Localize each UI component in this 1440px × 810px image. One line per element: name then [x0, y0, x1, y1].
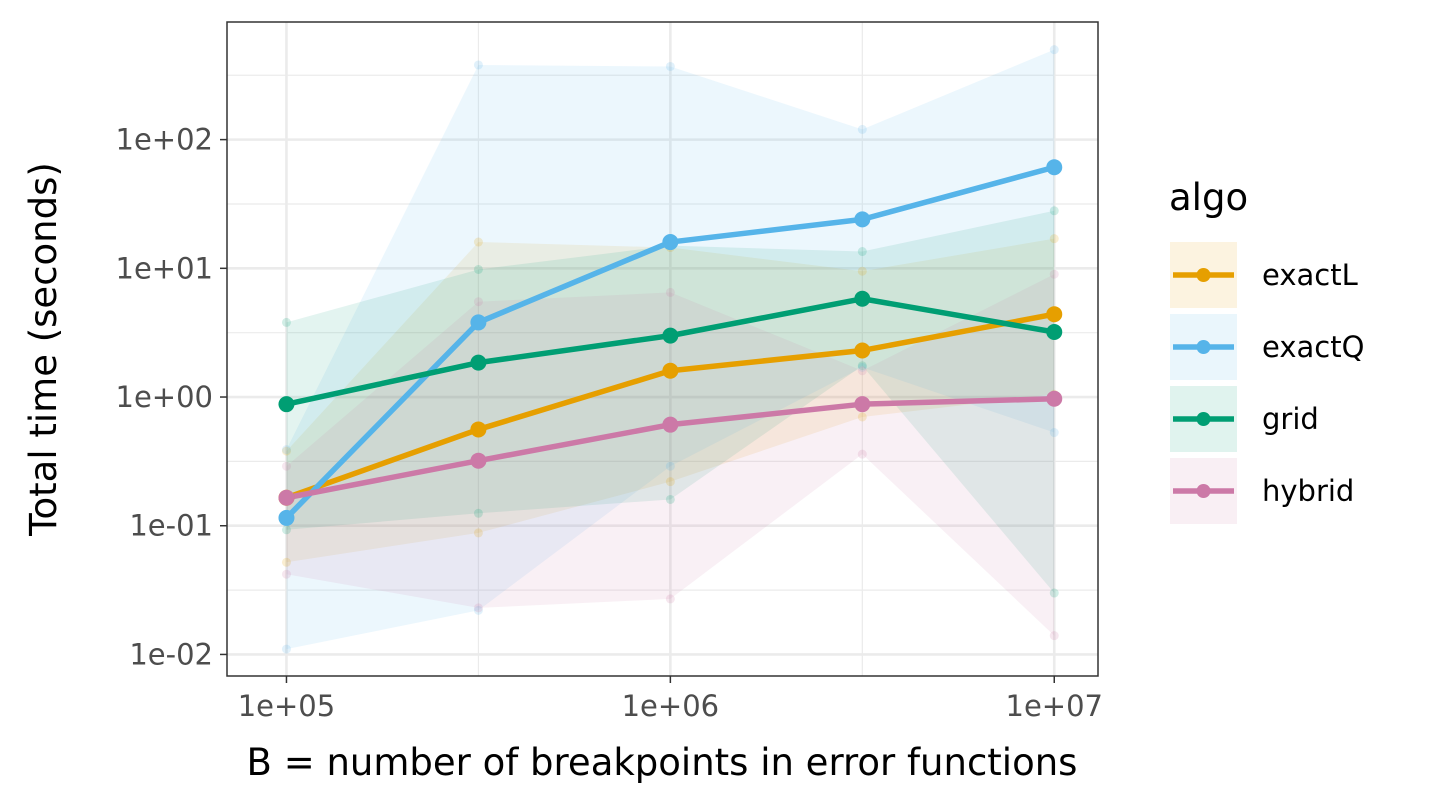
point-hybrid	[278, 489, 295, 506]
point-exactL	[662, 362, 679, 379]
band-point-exactL	[473, 528, 483, 538]
grid-lines	[227, 22, 1098, 676]
band-point-hybrid	[1049, 269, 1059, 279]
band-point-exactQ	[665, 461, 675, 471]
point-grid	[662, 327, 679, 344]
band-point-exactQ	[857, 124, 867, 134]
point-exactL	[1046, 306, 1063, 323]
point-grid	[278, 396, 295, 413]
y-tick-label: 1e+00	[116, 380, 214, 414]
point-exactQ	[470, 314, 487, 331]
y-tick-label: 1e+01	[116, 251, 214, 285]
band-point-grid	[665, 494, 675, 504]
band-point-exactQ	[857, 362, 867, 372]
point-hybrid	[470, 452, 487, 469]
band-point-exactQ	[473, 60, 483, 70]
band-point-exactL	[665, 477, 675, 487]
band-point-grid	[857, 247, 867, 257]
x-tick-label: 1e+07	[1006, 689, 1104, 723]
band-exactQ	[286, 49, 1055, 650]
y-tick-label: 1e-01	[129, 509, 213, 543]
band-point-exactL	[857, 266, 867, 276]
legend-label: exactQ	[1262, 330, 1364, 364]
band-point-grid	[281, 525, 291, 535]
band-point-grid	[1049, 588, 1059, 598]
legend-item-hybrid: hybrid	[1170, 458, 1354, 524]
point-exactQ	[278, 509, 295, 526]
point-hybrid	[1046, 390, 1063, 407]
band-point-hybrid	[281, 569, 291, 579]
point-grid	[470, 354, 487, 371]
point-exactL	[470, 421, 487, 438]
band-point-exactQ	[1049, 428, 1059, 438]
band-point-grid	[473, 264, 483, 274]
legend-key-point	[1196, 412, 1211, 426]
point-exactQ	[854, 211, 871, 228]
point-grid	[1046, 324, 1063, 341]
band-point-hybrid	[857, 366, 867, 376]
band-point-hybrid	[1049, 631, 1059, 641]
legend-label: grid	[1262, 402, 1319, 436]
band-point-grid	[857, 361, 867, 371]
legend-item-exactL: exactL	[1170, 242, 1358, 308]
band-point-exactQ	[1049, 45, 1059, 55]
band-point-exactL	[473, 237, 483, 247]
y-tick-label: 1e+02	[116, 123, 214, 157]
point-hybrid	[662, 416, 679, 433]
series-points	[278, 159, 1063, 526]
band-point-grid	[281, 317, 291, 327]
band-point-hybrid	[473, 603, 483, 613]
legend: algo exactL exactQ grid hybrid	[1169, 176, 1364, 524]
band-point-hybrid	[473, 297, 483, 307]
legend-item-exactQ: exactQ	[1170, 314, 1364, 380]
band-point-hybrid	[281, 461, 291, 471]
band-point-hybrid	[665, 287, 675, 297]
band-point-grid	[473, 508, 483, 518]
band-point-exactL	[857, 412, 867, 422]
band-point-grid	[1049, 206, 1059, 216]
legend-key-point	[1196, 484, 1211, 498]
band-point-exactQ	[281, 445, 291, 455]
band-point-exactQ	[281, 644, 291, 654]
y-tick-label: 1e-02	[129, 637, 213, 671]
point-exactQ	[662, 234, 679, 251]
legend-title: algo	[1169, 176, 1248, 219]
legend-item-grid: grid	[1170, 386, 1319, 452]
x-tick-label: 1e+06	[622, 689, 720, 723]
band-point-exactL	[1049, 234, 1059, 244]
plot-panel-border	[226, 21, 1099, 677]
band-point-exactQ	[665, 61, 675, 71]
point-exactL	[854, 342, 871, 359]
band-point-exactL	[281, 446, 291, 456]
point-grid	[854, 290, 871, 307]
legend-key-point	[1196, 340, 1211, 354]
legend-label: hybrid	[1262, 474, 1354, 508]
axes: 1e+05 1e+06 1e+07 1e-02 1e-01 1e+00 1e+01 1e+02	[116, 123, 1104, 723]
x-axis-title: B = number of breakpoints in error funct…	[247, 741, 1078, 784]
legend-key-point	[1196, 268, 1211, 282]
band-point-hybrid	[665, 594, 675, 604]
legend-label: exactL	[1262, 258, 1358, 292]
y-axis-title: Total time (seconds)	[22, 162, 65, 537]
band-point-exactQ	[473, 605, 483, 615]
band-point-hybrid	[857, 449, 867, 459]
point-hybrid	[854, 396, 871, 413]
x-tick-label: 1e+05	[238, 689, 336, 723]
point-exactQ	[1046, 159, 1063, 176]
band-point-exactL	[281, 557, 291, 567]
